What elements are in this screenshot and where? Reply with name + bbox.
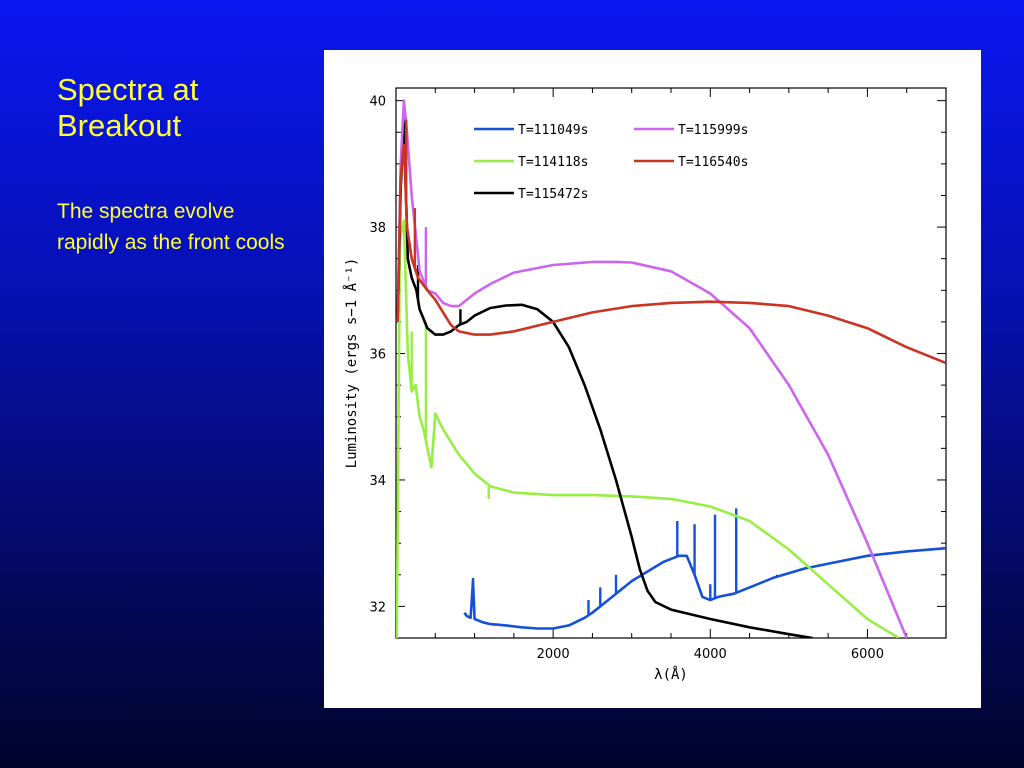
legend-item: T=114118s <box>474 155 588 170</box>
series-T=114118s <box>396 219 900 638</box>
series-T=115472s <box>396 116 813 638</box>
x-tick-label: 6000 <box>851 647 884 662</box>
series-line <box>396 219 900 638</box>
legend-item: T=115472s <box>474 187 588 202</box>
x-axis-label: λ(Å) <box>654 666 688 683</box>
axis-ticks: 2000 4000 6000 32 34 36 38 40 <box>369 88 946 662</box>
series-layer <box>396 99 946 638</box>
chart-panel: 2000 4000 6000 32 34 36 38 40 T=111049s T=114118… <box>324 50 981 708</box>
slide-body-text: The spectra evolve rapidly as the front … <box>57 200 285 254</box>
series-T=116540s <box>396 119 946 365</box>
spectra-chart: 2000 4000 6000 32 34 36 38 40 T=111049s T=114118… <box>343 87 947 683</box>
y-tick-label: 32 <box>369 600 386 615</box>
legend-label: T=116540s <box>678 155 748 170</box>
series-line <box>396 118 813 638</box>
legend-label: T=111049s <box>518 123 588 138</box>
y-tick-label: 38 <box>369 221 386 236</box>
series-line <box>463 546 946 630</box>
series-line <box>396 99 908 638</box>
legend-label: T=114118s <box>518 155 588 170</box>
legend: T=111049s T=114118s T=115472s T=115999s T=11… <box>474 123 748 202</box>
x-tick-label: 4000 <box>694 647 727 662</box>
series-T=111049s <box>463 508 946 630</box>
series-line <box>396 143 946 365</box>
slide-title: Spectra at Breakout <box>57 72 199 143</box>
series-T=115999s <box>396 99 908 638</box>
legend-item: T=115999s <box>634 123 748 138</box>
x-tick-label: 2000 <box>537 647 570 662</box>
legend-label: T=115472s <box>518 187 588 202</box>
y-tick-label: 36 <box>369 348 386 363</box>
legend-item: T=111049s <box>474 123 588 138</box>
legend-item: T=116540s <box>634 155 748 170</box>
y-tick-label: 40 <box>369 95 386 110</box>
legend-label: T=115999s <box>678 123 748 138</box>
y-axis-label: Luminosity (ergs s−1 Å⁻¹) <box>343 258 360 469</box>
y-tick-label: 34 <box>369 474 386 489</box>
